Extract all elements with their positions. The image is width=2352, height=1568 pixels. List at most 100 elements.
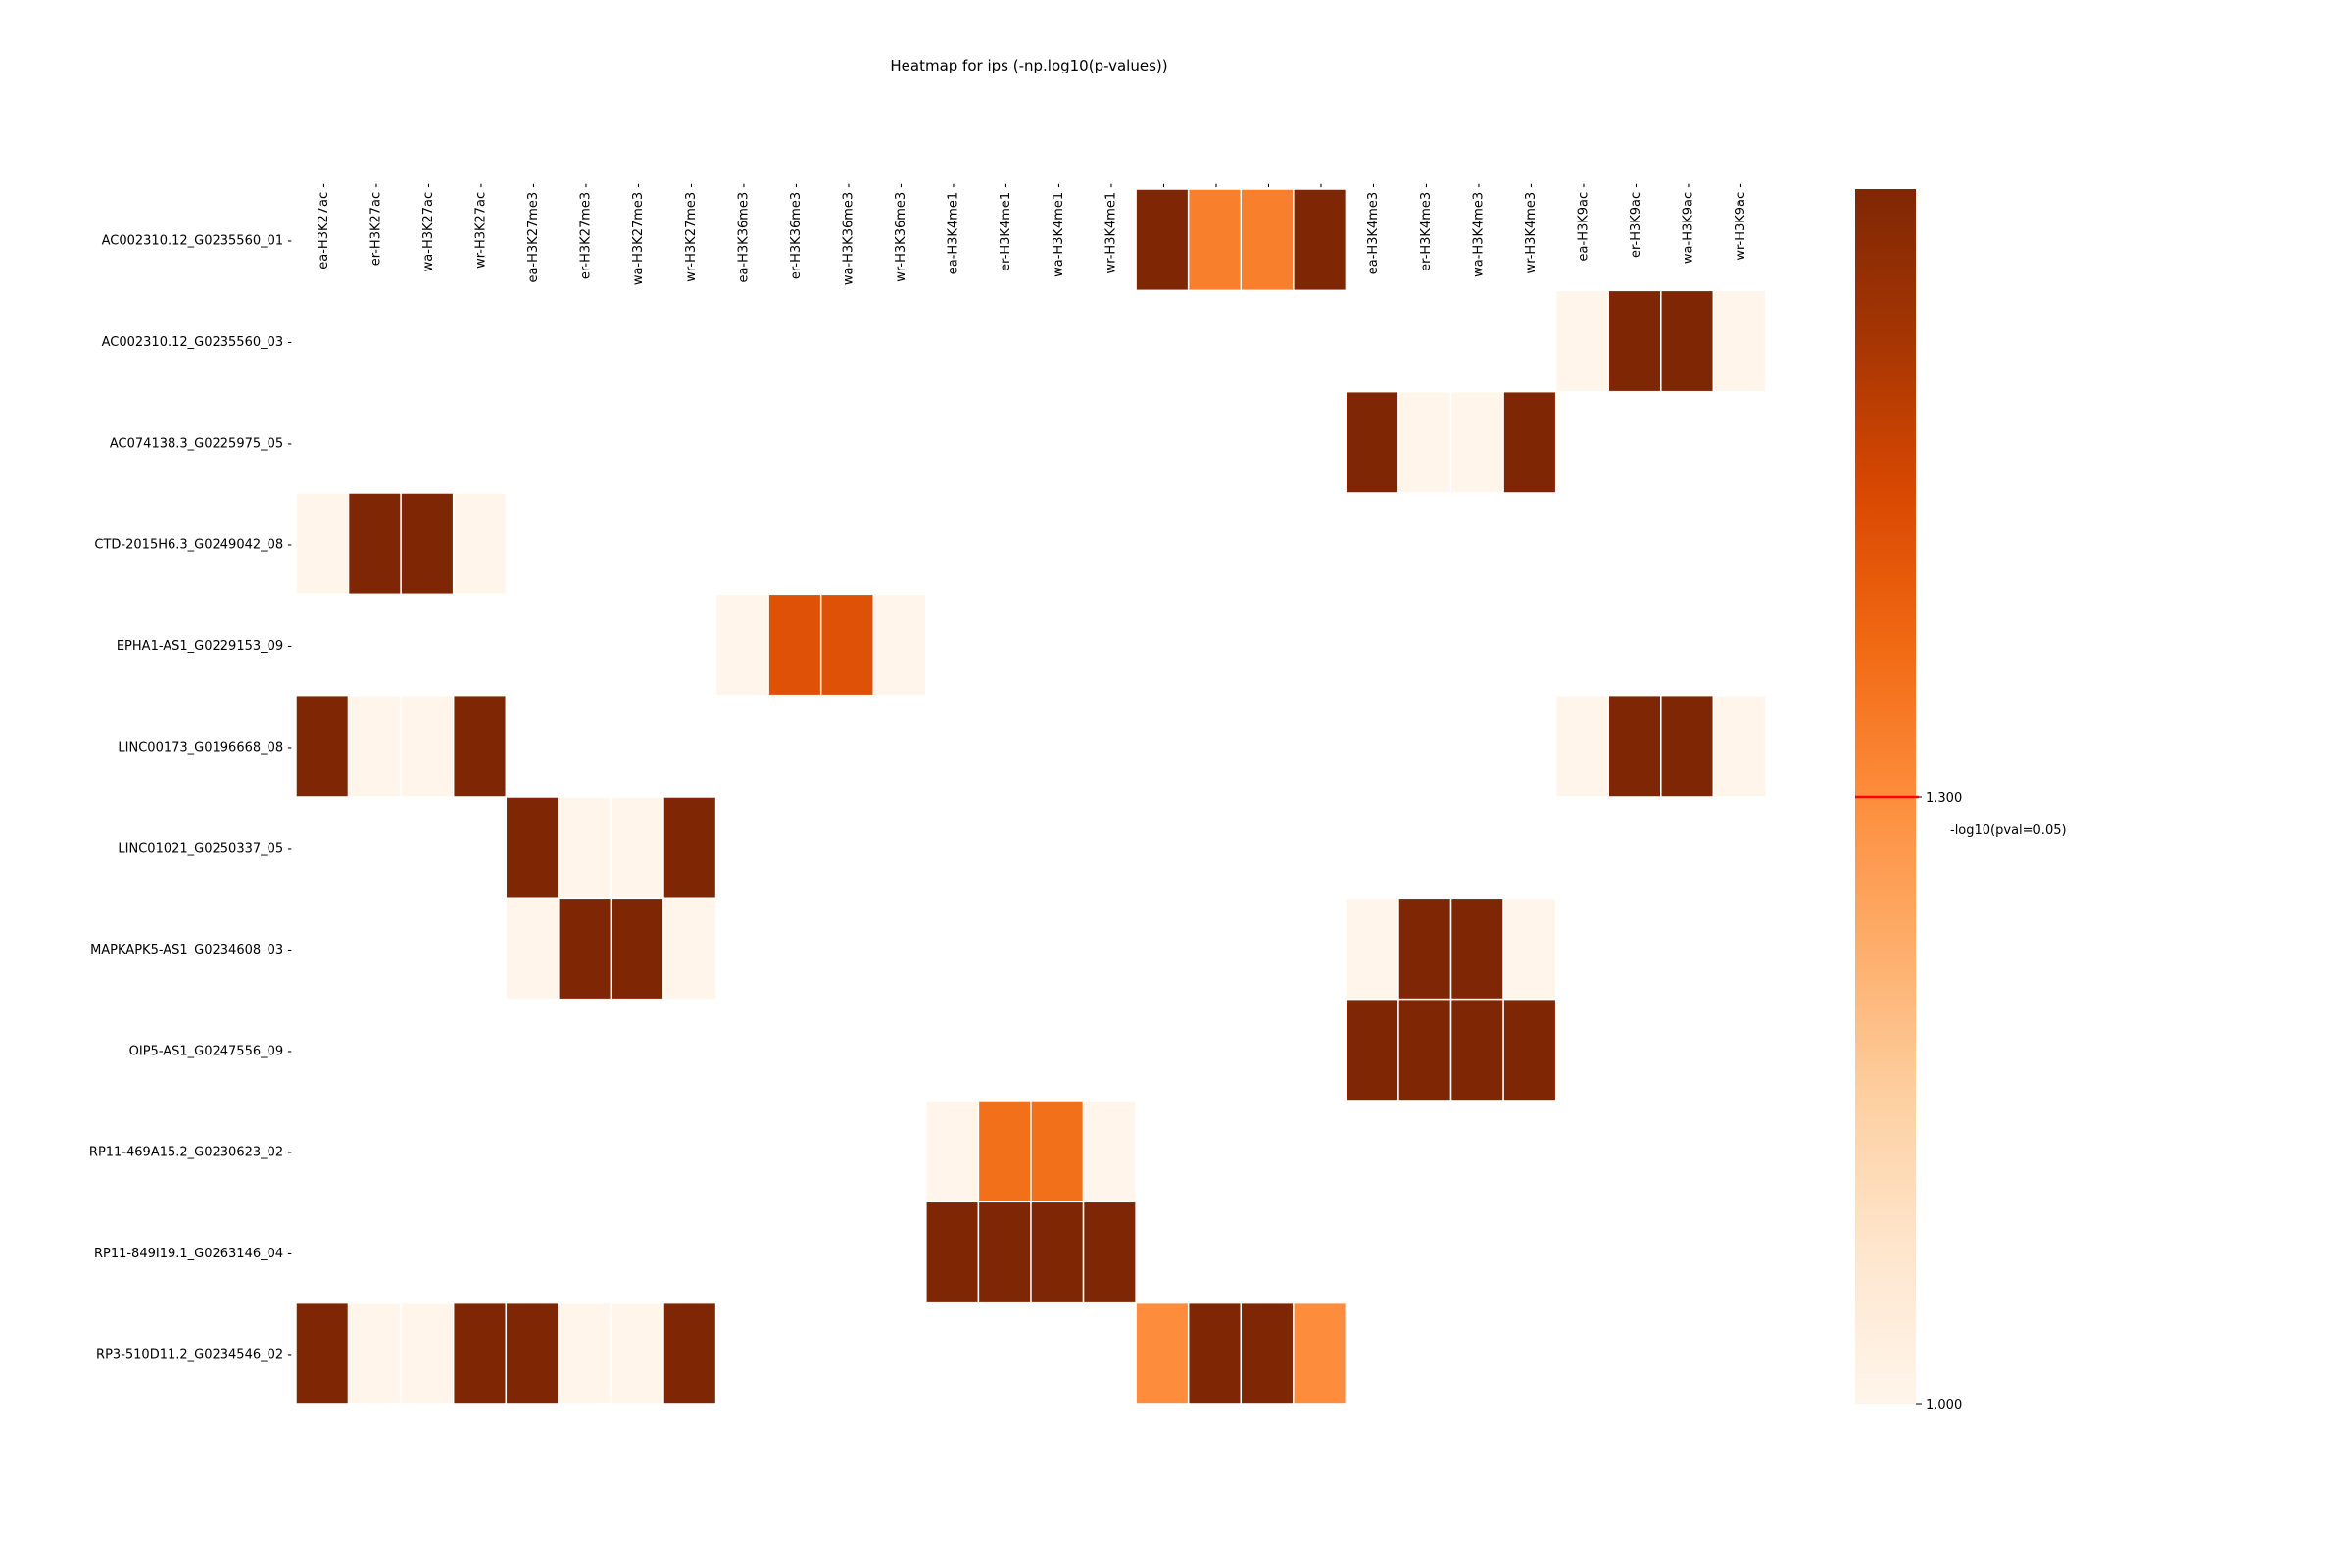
heatmap-cell	[1240, 188, 1295, 292]
heatmap-cell	[1712, 289, 1767, 393]
heatmap-cell	[1187, 1301, 1243, 1405]
heatmap-cell	[452, 1301, 508, 1405]
column-label: wr-H3K4me3 -	[1524, 183, 1539, 274]
row-label: OIP5-AS1_G0247556_09 -	[129, 1044, 293, 1058]
chart-title: Heatmap for ips (-np.log10(p-values))	[890, 57, 1167, 74]
heatmap-cell	[1660, 289, 1715, 393]
heatmap-cell	[1345, 390, 1399, 494]
heatmap-cell	[1554, 694, 1610, 798]
column-label: ea-H3K4me3 -	[1366, 183, 1381, 275]
column-label: ea-H3K9ac -	[1576, 183, 1591, 262]
row-label: AC002310.12_G0235560_03 -	[102, 335, 293, 350]
heatmap-cell	[610, 796, 664, 900]
heatmap-cell	[295, 694, 350, 798]
heatmap-cell	[1607, 289, 1662, 393]
heatmap-cell	[1554, 289, 1610, 393]
column-label: er-H3K4me3 -	[1419, 183, 1434, 271]
heatmap-cell	[295, 492, 350, 596]
heatmap-cell	[1293, 188, 1348, 292]
column-label: ea-H3K4me1 -	[947, 183, 961, 275]
heatmap-cell	[1397, 390, 1452, 494]
heatmap-cell	[1502, 897, 1557, 1001]
heatmap-cell	[347, 492, 402, 596]
heatmap-cell	[1345, 998, 1399, 1102]
heatmap-cell	[977, 1200, 1032, 1304]
heatmap-cell	[1449, 998, 1504, 1102]
column-labels: ea-H3K27ac - er-H3K27ac - wa-H3K27ac - wr-H…	[317, 183, 1748, 285]
heatmap-cell	[925, 1200, 980, 1304]
heatmap-cell	[1397, 998, 1452, 1102]
heatmap-cell	[1293, 1301, 1348, 1405]
heatmap-cell	[1502, 390, 1557, 494]
heatmap-cell	[767, 593, 822, 697]
heatmap-cell	[1082, 1200, 1137, 1304]
heatmap-cell	[1187, 188, 1243, 292]
heatmap-cell	[400, 492, 455, 596]
heatmap-cell	[295, 1301, 350, 1405]
heatmap-cell	[662, 897, 717, 1001]
heatmap-cell	[505, 1301, 560, 1405]
heatmap-cell	[1449, 897, 1504, 1001]
colorbar-tick-label: 1.000	[1926, 1398, 1962, 1413]
row-label: AC002310.12_G0235560_01 -	[102, 234, 293, 249]
row-labels: AC002310.12_G0235560_01 - AC002310.12_G02…	[89, 234, 292, 1363]
heatmap-cell	[505, 796, 560, 900]
heatmap-cell	[872, 593, 927, 697]
heatmap-cell	[347, 1301, 402, 1405]
heatmap-cell	[1030, 1100, 1085, 1203]
heatmap-cell	[558, 796, 612, 900]
column-label: wa-H3K27ac -	[421, 183, 436, 272]
row-label: MAPKAPK5-AS1_G0234608_03 -	[90, 943, 292, 957]
heatmap-cell	[925, 1100, 980, 1203]
column-label: wa-H3K4me1 -	[1052, 183, 1066, 277]
column-label: ea-H3K27me3 -	[526, 183, 541, 283]
column-label: ea-H3K27ac -	[317, 183, 331, 270]
heatmap-cell	[662, 796, 717, 900]
heatmap-cell	[400, 694, 455, 798]
row-label: LINC01021_G0250337_05 -	[118, 842, 292, 857]
column-label: ea-H3K36me3 -	[736, 183, 751, 283]
heatmap-cell	[452, 694, 508, 798]
column-label: wr-H3K9ac -	[1734, 183, 1748, 261]
column-label: wr-H3K27ac -	[473, 183, 488, 269]
heatmap-cell	[977, 1100, 1032, 1203]
heatmap-cell	[1135, 1301, 1190, 1405]
heatmap-cell	[1030, 1200, 1085, 1304]
row-label: RP11-469A15.2_G0230623_02 -	[89, 1146, 292, 1160]
heatmap-cell	[452, 492, 508, 596]
row-label: CTD-2015H6.3_G0249042_08 -	[94, 538, 292, 553]
row-label: AC074138.3_G0225975_05 -	[110, 436, 292, 451]
colorbar-ticks: 1.000 1.300	[1916, 791, 1962, 1413]
heatmap-cell	[1082, 1100, 1137, 1203]
heatmap-cell	[1240, 1301, 1295, 1405]
heatmap-cell	[662, 1301, 717, 1405]
colorbar-tick-label: 1.300	[1926, 791, 1962, 806]
heatmap-cell	[1660, 694, 1715, 798]
row-label: EPHA1-AS1_G0229153_09 -	[117, 639, 292, 654]
heatmap-cell	[1502, 998, 1557, 1102]
column-label: wa-H3K36me3 -	[841, 183, 856, 285]
column-label: wr-H3K27me3 -	[684, 183, 699, 282]
heatmap-cell	[1712, 694, 1767, 798]
column-label: wa-H3K27me3 -	[631, 183, 646, 285]
column-label: er-H3K27me3 -	[579, 183, 594, 279]
heatmap-cell	[1345, 897, 1399, 1001]
heatmap-cell	[714, 593, 769, 697]
heatmap-cell	[347, 694, 402, 798]
column-label: er-H3K4me1 -	[999, 183, 1013, 271]
heatmap-cell	[505, 897, 560, 1001]
heatmap-cell	[400, 1301, 455, 1405]
column-label: er-H3K36me3 -	[789, 183, 804, 279]
heatmap-cell	[1449, 390, 1504, 494]
heatmap-cell	[1135, 188, 1190, 292]
column-label: wr-H3K4me1 -	[1103, 183, 1118, 274]
heatmap-cell	[1607, 694, 1662, 798]
column-label: er-H3K27ac -	[368, 183, 383, 267]
column-label: wa-H3K9ac -	[1682, 183, 1696, 264]
heatmap-cell	[610, 897, 664, 1001]
heatmap-cell	[1397, 897, 1452, 1001]
heatmap-cell	[558, 1301, 612, 1405]
column-label: er-H3K9ac -	[1629, 183, 1643, 258]
heatmap-cells	[295, 188, 1767, 1405]
